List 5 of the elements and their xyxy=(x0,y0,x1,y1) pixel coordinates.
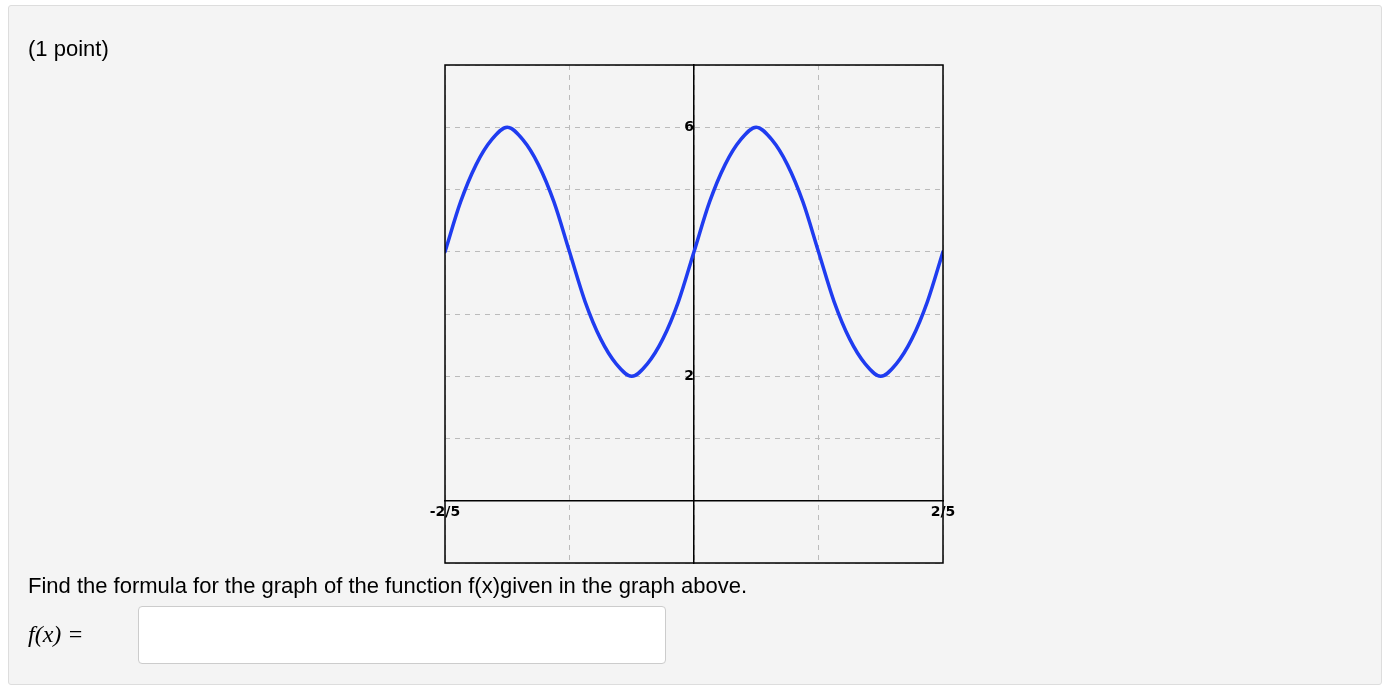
text: (1 point) xyxy=(28,36,109,62)
y-tick-label: 2 xyxy=(684,366,694,383)
text: Find the formula for the graph of the function f(x)given in the graph above. xyxy=(28,573,748,599)
text: f(x) = xyxy=(28,621,84,648)
y-tick-label: 6 xyxy=(684,117,694,134)
